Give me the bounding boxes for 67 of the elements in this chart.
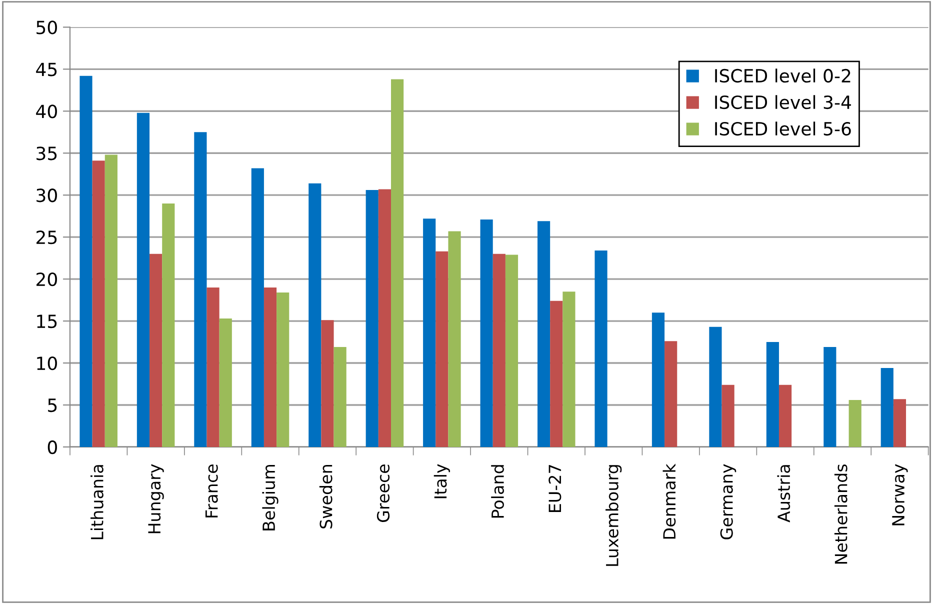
y-tick-label: 40 xyxy=(36,104,57,118)
bar xyxy=(652,312,665,447)
y-tick-label: 45 xyxy=(36,62,57,76)
y-tick-label: 15 xyxy=(37,314,57,328)
x-tick-label: Greece xyxy=(376,464,390,522)
bar xyxy=(594,250,608,447)
y-tick-label: 5 xyxy=(48,398,57,412)
legend-label: ISCED level 3-4 xyxy=(715,95,851,110)
bar xyxy=(505,254,518,447)
bar xyxy=(722,384,734,447)
x-tick-label: Norway xyxy=(892,464,908,526)
bar xyxy=(436,251,448,447)
bar xyxy=(492,254,506,447)
bar xyxy=(92,160,105,447)
bar xyxy=(251,168,264,447)
bar xyxy=(423,218,436,447)
y-tick-label: 25 xyxy=(36,230,57,244)
bar xyxy=(480,219,493,447)
x-tick-label: Sweden xyxy=(319,465,332,528)
y-tick-label: 50 xyxy=(36,20,57,34)
bar xyxy=(448,231,461,447)
bar xyxy=(308,183,322,447)
bar xyxy=(206,287,220,447)
legend-label: ISCED level 5-6 xyxy=(715,122,851,136)
y-tick-label: 35 xyxy=(36,146,57,160)
legend-label: ISCED level 0-2 xyxy=(715,68,850,83)
bar xyxy=(709,326,722,447)
bar xyxy=(194,132,207,447)
x-tick-label: Denmark xyxy=(662,464,676,539)
bar xyxy=(219,318,232,447)
bar xyxy=(391,79,404,447)
bar xyxy=(321,320,334,447)
y-tick-label: 30 xyxy=(36,188,57,202)
bar xyxy=(880,368,894,447)
x-tick-label: France xyxy=(205,464,218,518)
x-tick-label: Hungary xyxy=(148,464,164,534)
bar xyxy=(334,347,346,447)
x-tick-label: Italy xyxy=(434,464,450,498)
bar xyxy=(162,203,175,447)
bar xyxy=(136,112,150,447)
bar xyxy=(378,189,391,447)
bar xyxy=(537,221,550,447)
x-tick-label: Poland xyxy=(491,465,504,518)
bar xyxy=(104,154,118,447)
bar xyxy=(664,341,678,447)
y-tick-label: 20 xyxy=(36,272,57,286)
x-tick-label: Austria xyxy=(777,465,790,522)
bar xyxy=(824,347,836,447)
bar xyxy=(264,287,277,447)
bar xyxy=(893,399,906,447)
bar xyxy=(766,342,779,447)
bar xyxy=(150,254,162,447)
x-tick-label: Lithuania xyxy=(90,465,104,540)
x-tick-label: EU-27 xyxy=(548,465,562,512)
bar xyxy=(848,400,862,447)
bar xyxy=(562,292,576,447)
x-tick-label: Netherlands xyxy=(834,464,848,564)
x-tick-label: Belgium xyxy=(262,465,278,530)
y-tick-label: 10 xyxy=(37,356,57,370)
bar xyxy=(778,384,792,447)
bar xyxy=(80,76,92,447)
bar xyxy=(366,190,378,447)
x-tick-label: Luxembourg xyxy=(606,465,622,566)
bar xyxy=(550,300,563,447)
bar xyxy=(276,292,290,447)
y-tick-label: 0 xyxy=(48,440,57,454)
x-tick-label: Germany xyxy=(720,464,736,540)
